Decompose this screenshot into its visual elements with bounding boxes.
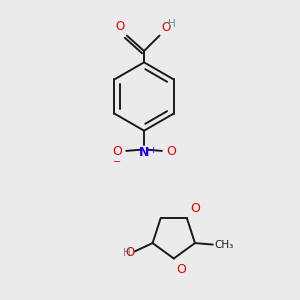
Text: O: O xyxy=(112,145,122,158)
Text: N: N xyxy=(139,146,149,159)
Text: O: O xyxy=(177,262,187,276)
Text: H: H xyxy=(123,248,131,258)
Text: H: H xyxy=(168,19,176,29)
Text: −: − xyxy=(113,157,121,167)
Text: O: O xyxy=(190,202,200,214)
Text: O: O xyxy=(115,20,124,33)
Text: O: O xyxy=(125,246,134,260)
Text: +: + xyxy=(149,146,157,154)
Text: O: O xyxy=(161,21,170,34)
Text: CH₃: CH₃ xyxy=(214,240,233,250)
Text: O: O xyxy=(166,145,176,158)
